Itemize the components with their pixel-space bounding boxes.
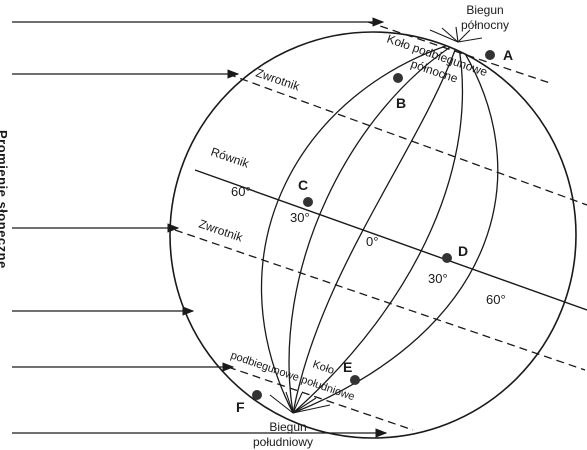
north-pole-label-2: północny (461, 18, 509, 32)
sun-rays-side-label: Promienie słoneczne (0, 130, 10, 269)
degree-zero: 0° (366, 234, 378, 249)
points (252, 50, 495, 400)
tropic-north-line (227, 73, 587, 206)
meridian-right-60 (292, 41, 499, 414)
meridian-zero (292, 41, 459, 414)
tropic-north-label: Zwrotnik (254, 66, 302, 94)
north-pole-label-1: Biegun (466, 3, 503, 17)
point-c-label: C (298, 177, 308, 193)
sun-rays (12, 17, 388, 438)
meridians (260, 41, 499, 414)
point-a-label: A (503, 47, 513, 63)
south-pole-label-1: Biegun (269, 420, 306, 434)
degree-left-60: 60° (231, 184, 251, 199)
meridian-left-30 (288, 41, 459, 414)
point-d-label: D (458, 243, 468, 259)
meridian-left-60 (260, 41, 459, 414)
degree-left-30: 30° (290, 210, 310, 225)
point-b-dot (393, 73, 403, 83)
point-b-label: B (396, 95, 406, 111)
point-f-dot (252, 390, 262, 400)
point-d-dot (442, 253, 452, 263)
point-e-label: E (343, 359, 352, 375)
point-f-label: F (236, 399, 245, 415)
north-pole-fan (429, 26, 483, 43)
meridian-right-30 (292, 41, 464, 414)
point-a-dot (485, 50, 495, 60)
equator-label: Równik (209, 145, 252, 171)
degree-right-60: 60° (486, 292, 506, 307)
arctic-circle-line (367, 21, 551, 84)
dashed-parallels (174, 21, 587, 431)
degree-right-30: 30° (428, 271, 448, 286)
antarctic-circle-line (227, 366, 414, 431)
globe-outline (169, 31, 577, 439)
south-pole-label-2: południowy (253, 435, 313, 449)
point-c-dot (303, 197, 313, 207)
tropic-south-line (174, 229, 586, 371)
point-e-dot (350, 375, 360, 385)
antarctic-circle-label-1: Koło (311, 358, 336, 377)
equator-line (194, 169, 587, 311)
south-pole-fan (269, 391, 331, 414)
